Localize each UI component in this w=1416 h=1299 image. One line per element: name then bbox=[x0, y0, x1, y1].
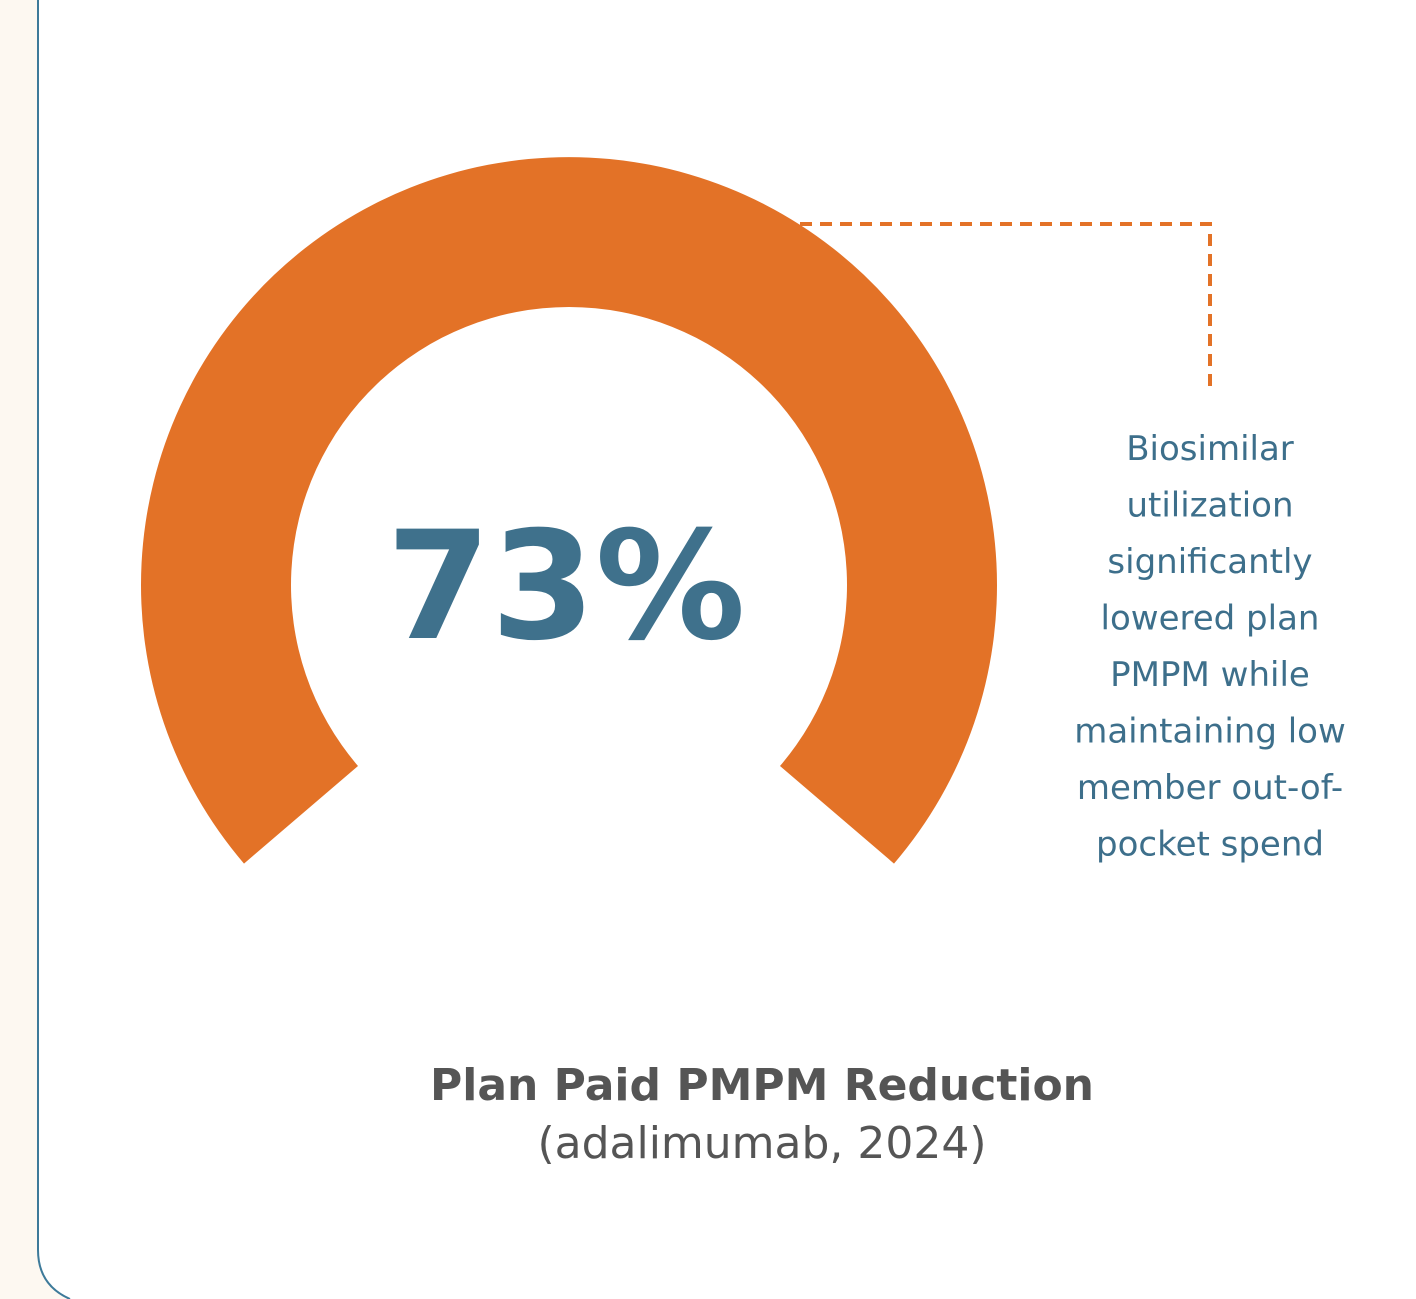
stat-value: 73% bbox=[386, 500, 745, 674]
callout-line: pocket spend bbox=[1096, 825, 1324, 865]
callout-line: member out-of- bbox=[1077, 768, 1343, 808]
callout-line: Biosimilar bbox=[1126, 429, 1294, 469]
callout-line: lowered plan bbox=[1101, 599, 1320, 639]
panel-border bbox=[37, 0, 71, 1299]
callout-line: PMPM while bbox=[1110, 655, 1310, 695]
caption-subtitle: (adalimumab, 2024) bbox=[537, 1118, 986, 1169]
side-panel bbox=[0, 0, 70, 1299]
callout-line: utilization bbox=[1126, 486, 1293, 526]
callout-connector bbox=[800, 222, 1212, 392]
callout-line: maintaining low bbox=[1074, 712, 1346, 752]
callout-line: significantly bbox=[1107, 542, 1312, 582]
callout-text: Biosimilar utilization significantly lowere… bbox=[1074, 429, 1346, 865]
caption-title: Plan Paid PMPM Reduction bbox=[430, 1060, 1094, 1111]
gauge-arc bbox=[140, 157, 997, 864]
